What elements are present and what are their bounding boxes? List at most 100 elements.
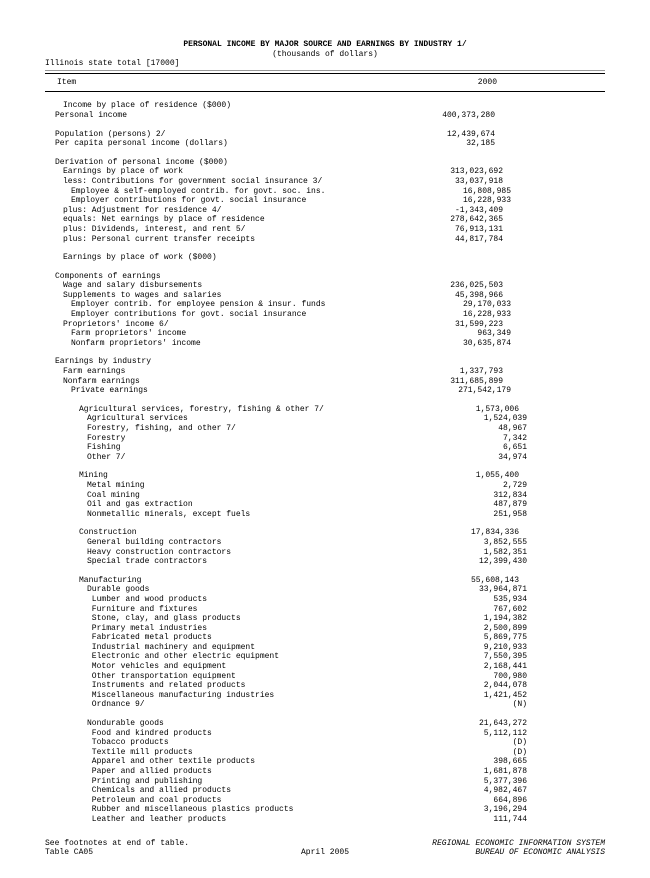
blank-row — [45, 244, 605, 253]
row-label: Proprietors' income 6/ — [45, 320, 393, 330]
table-row: Fishing6,651 — [45, 443, 605, 453]
table-row: Other transportation equipment700,980 — [45, 672, 605, 682]
row-label: Instruments and related products — [45, 681, 417, 691]
table-row: Metal mining2,729 — [45, 481, 605, 491]
row-value: 44,817,784 — [393, 235, 503, 245]
row-value: 271,542,179 — [401, 386, 511, 396]
row-label: Printing and publishing — [45, 777, 417, 787]
table-row: Oil and gas extraction487,879 — [45, 500, 605, 510]
row-label: Fishing — [45, 443, 417, 453]
row-label: Forestry — [45, 434, 417, 444]
table-row: plus: Dividends, interest, and rent 5/76… — [45, 225, 605, 235]
row-value: 33,964,871 — [417, 585, 527, 595]
row-value: 700,980 — [417, 672, 527, 682]
row-label: Nonmetallic minerals, except fuels — [45, 510, 417, 520]
table-row: Chemicals and allied products4,982,467 — [45, 786, 605, 796]
table-row: Nondurable goods21,643,272 — [45, 719, 605, 729]
table-row: Agricultural services1,524,039 — [45, 414, 605, 424]
table-row: Per capita personal income (dollars)32,1… — [45, 139, 605, 149]
row-label: Nondurable goods — [45, 719, 417, 729]
row-value: 1,582,351 — [417, 548, 527, 558]
row-label: Rubber and miscellaneous plastics produc… — [45, 805, 417, 815]
row-value: 1,055,400 — [409, 471, 519, 481]
row-label: Coal mining — [45, 491, 417, 501]
row-label: Electronic and other electric equipment — [45, 652, 417, 662]
table-row: Construction17,834,336 — [45, 528, 605, 538]
table-row: plus: Personal current transfer receipts… — [45, 235, 605, 245]
row-label: Ordnance 9/ — [45, 700, 417, 710]
row-label: Nonfarm earnings — [45, 377, 393, 387]
table-row: plus: Adjustment for residence 4/-1,343,… — [45, 206, 605, 216]
row-label: Agricultural services, forestry, fishing… — [45, 405, 409, 415]
row-label: Primary metal industries — [45, 624, 417, 634]
row-label: Paper and allied products — [45, 767, 417, 777]
row-label: Components of earnings — [45, 272, 385, 282]
table-row: Fabricated metal products5,869,775 — [45, 633, 605, 643]
row-value: 7,342 — [417, 434, 527, 444]
table-body: Income by place of residence ($000)Perso… — [45, 92, 605, 824]
table-row: Farm proprietors' income963,349 — [45, 329, 605, 339]
row-label: Employer contributions for govt. social … — [45, 310, 401, 320]
row-value: 45,398,966 — [393, 291, 503, 301]
row-value: 313,023,692 — [393, 167, 503, 177]
row-label: Farm proprietors' income — [45, 329, 401, 339]
row-value: 32,185 — [385, 139, 495, 149]
row-value: (D) — [417, 748, 527, 758]
row-value: 76,913,131 — [393, 225, 503, 235]
row-label: plus: Adjustment for residence 4/ — [45, 206, 393, 216]
row-value: 21,643,272 — [417, 719, 527, 729]
table-row: Other 7/34,974 — [45, 453, 605, 463]
table-row: Proprietors' income 6/31,599,223 — [45, 320, 605, 330]
row-value — [385, 158, 495, 168]
row-label: plus: Dividends, interest, and rent 5/ — [45, 225, 393, 235]
row-value: 2,168,441 — [417, 662, 527, 672]
row-value: 1,194,382 — [417, 614, 527, 624]
row-value: 2,500,899 — [417, 624, 527, 634]
table-row: Earnings by place of work313,023,692 — [45, 167, 605, 177]
table-row: Motor vehicles and equipment2,168,441 — [45, 662, 605, 672]
table-row: Earnings by industry — [45, 357, 605, 367]
table-row: Private earnings271,542,179 — [45, 386, 605, 396]
table-row: Nonmetallic minerals, except fuels251,95… — [45, 510, 605, 520]
row-value: 30,635,874 — [401, 339, 511, 349]
row-value: 1,524,039 — [417, 414, 527, 424]
row-label: Population (persons) 2/ — [45, 130, 385, 140]
table-row: General building contractors3,852,555 — [45, 538, 605, 548]
table-row: Forestry7,342 — [45, 434, 605, 444]
table-row: Personal income400,373,280 — [45, 111, 605, 121]
blank-row — [45, 710, 605, 719]
row-label: Forestry, fishing, and other 7/ — [45, 424, 417, 434]
footer: See footnotes at end of table. Table CA0… — [45, 839, 605, 858]
blank-row — [45, 567, 605, 576]
table-row: Stone, clay, and glass products1,194,382 — [45, 614, 605, 624]
row-value: 29,170,033 — [401, 300, 511, 310]
row-label: Stone, clay, and glass products — [45, 614, 417, 624]
row-label: Chemicals and allied products — [45, 786, 417, 796]
row-label: Construction — [45, 528, 409, 538]
row-value: 12,439,674 — [385, 130, 495, 140]
row-value: 9,210,933 — [417, 643, 527, 653]
footer-date: April 2005 — [265, 848, 385, 858]
table-row: Food and kindred products5,112,112 — [45, 729, 605, 739]
row-label: Farm earnings — [45, 367, 393, 377]
row-value: 5,377,396 — [417, 777, 527, 787]
row-value — [393, 253, 503, 263]
table-row: less: Contributions for government socia… — [45, 177, 605, 187]
row-label: Furniture and fixtures — [45, 605, 417, 615]
row-value: 4,982,467 — [417, 786, 527, 796]
row-value: 236,025,503 — [393, 281, 503, 291]
row-label: Wage and salary disbursements — [45, 281, 393, 291]
row-label: Employer contributions for govt. social … — [45, 196, 401, 206]
row-label: Manufacturing — [45, 576, 409, 586]
row-value: 3,196,294 — [417, 805, 527, 815]
row-label: Apparel and other textile products — [45, 757, 417, 767]
row-value: 16,808,985 — [401, 187, 511, 197]
table-header: Item 2000 — [45, 73, 605, 93]
table-row: Derivation of personal income ($000) — [45, 158, 605, 168]
row-value: 311,685,899 — [393, 377, 503, 387]
row-value — [385, 357, 495, 367]
table-row: Miscellaneous manufacturing industries1,… — [45, 691, 605, 701]
row-value: 6,651 — [417, 443, 527, 453]
row-label: Other 7/ — [45, 453, 417, 463]
row-value: 16,228,933 — [401, 196, 511, 206]
